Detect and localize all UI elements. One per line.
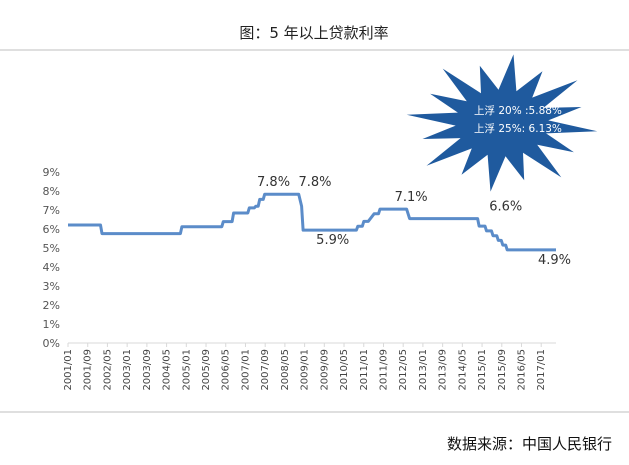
x-tick-label: 2014/05: [457, 349, 468, 391]
y-tick-label: 5%: [43, 242, 60, 255]
x-tick-label: 2013/01: [418, 349, 429, 391]
x-tick-label: 2011/09: [378, 349, 389, 391]
x-tick-label: 2010/05: [339, 349, 350, 391]
x-tick-label: 2005/01: [181, 349, 192, 391]
x-tick-label: 2001/09: [83, 349, 94, 391]
data-label: 7.1%: [395, 190, 428, 205]
y-tick-label: 2%: [43, 299, 60, 312]
x-tick-label: 2015/09: [497, 349, 508, 391]
x-tick-label: 2013/09: [438, 349, 449, 391]
data-labels: 7.8% 7.8% 5.9% 7.1% 6.6% 4.9%: [257, 175, 571, 268]
x-tick-label: 2015/01: [477, 349, 488, 391]
data-label: 7.8%: [257, 175, 290, 190]
y-tick-label: 0%: [43, 337, 60, 350]
x-tick-label: 2009/09: [319, 349, 330, 391]
x-tick-label: 2002/05: [102, 349, 113, 391]
data-label: 5.9%: [316, 233, 349, 248]
data-label: 6.6%: [489, 200, 522, 215]
x-tick-label: 2001/01: [63, 349, 74, 391]
x-tick-label: 2011/01: [359, 349, 370, 391]
y-tick-label: 7%: [43, 204, 60, 217]
plot-area: 0% 1% 2% 3% 4% 5% 6% 7% 8% 9% 2001/01 2001/09 2002/…: [43, 166, 571, 391]
x-tick-label: 2007/09: [260, 349, 271, 391]
y-tick-label: 1%: [43, 318, 60, 331]
y-tick-label: 3%: [43, 280, 60, 293]
x-tick-label: 2016/05: [516, 349, 527, 391]
x-tick-label: 2005/09: [201, 349, 212, 391]
data-label: 7.8%: [298, 175, 331, 190]
data-label: 4.9%: [538, 253, 571, 268]
y-tick-label: 9%: [43, 166, 60, 179]
x-tick-label: 2006/05: [221, 349, 232, 391]
rate-series-line: [68, 192, 556, 252]
chart-title: 图：5 年以上贷款利率: [239, 24, 388, 42]
x-axis-ticks: 2001/01 2001/09 2002/05 2003/01 2003/09 2004/…: [63, 343, 547, 391]
x-tick-label: 2009/01: [300, 349, 311, 391]
x-tick-label: 2007/01: [240, 349, 251, 391]
y-tick-label: 6%: [43, 223, 60, 236]
y-tick-label: 4%: [43, 261, 60, 274]
x-tick-label: 2004/05: [162, 349, 173, 391]
x-tick-label: 2008/05: [280, 349, 291, 391]
callout-starburst: 上浮 20% :5.88% 上浮 25%: 6.13%: [406, 54, 598, 192]
y-tick-label: 8%: [43, 185, 60, 198]
x-tick-label: 2003/09: [142, 349, 153, 391]
source-note: 数据来源：中国人民银行: [447, 435, 612, 453]
starburst-shape: [406, 54, 598, 192]
x-tick-label: 2017/01: [536, 349, 547, 391]
x-tick-label: 2003/01: [122, 349, 133, 391]
callout-line-2: 上浮 25%: 6.13%: [474, 123, 562, 135]
callout-line-1: 上浮 20% :5.88%: [474, 105, 562, 117]
x-tick-label: 2012/05: [398, 349, 409, 391]
y-axis-ticks: 0% 1% 2% 3% 4% 5% 6% 7% 8% 9%: [43, 166, 60, 350]
